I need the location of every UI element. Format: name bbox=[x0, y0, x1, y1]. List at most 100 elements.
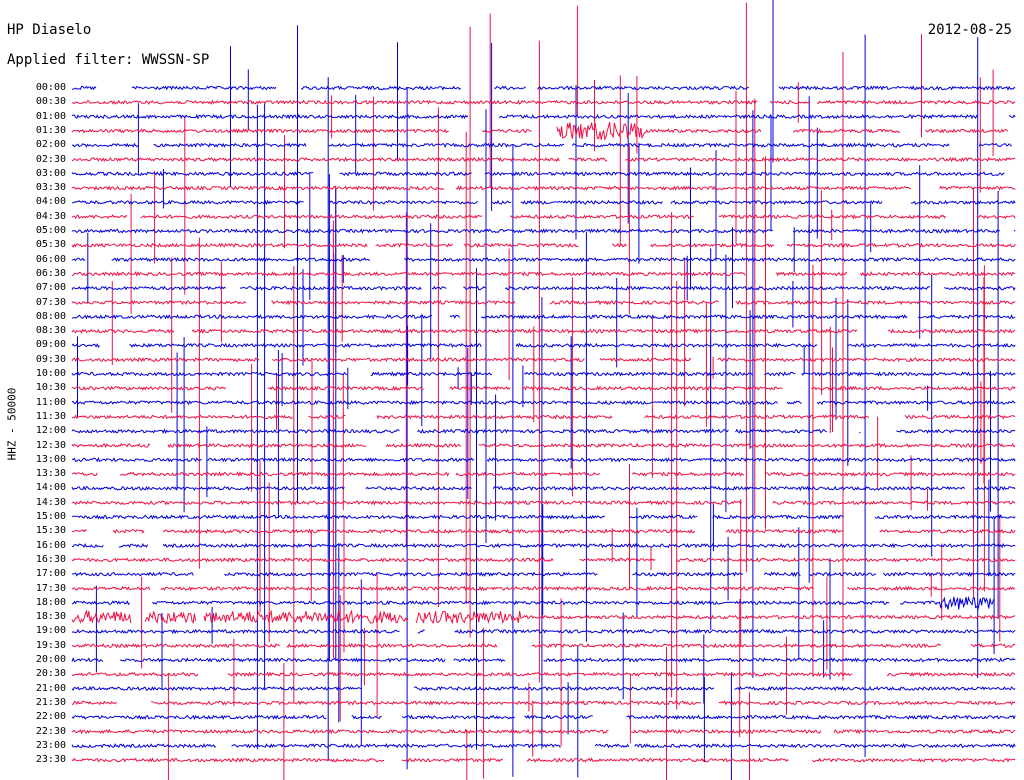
trace-segment bbox=[71, 456, 202, 463]
trace-segment bbox=[300, 85, 462, 91]
time-label: 18:30 bbox=[35, 611, 66, 623]
trace-segment bbox=[167, 442, 367, 449]
trace-segment bbox=[492, 485, 966, 492]
time-label: 17:30 bbox=[35, 582, 66, 594]
trace-segment bbox=[449, 385, 511, 391]
trace-row-0430 bbox=[71, 213, 1016, 220]
trace-segment bbox=[71, 743, 217, 749]
time-label: 01:30 bbox=[35, 124, 66, 136]
trace-segment bbox=[71, 99, 758, 106]
trace-segment bbox=[71, 499, 742, 506]
time-label: 12:30 bbox=[35, 439, 66, 451]
trace-segment bbox=[879, 528, 1016, 534]
trace-segment bbox=[455, 471, 601, 477]
trace-segment bbox=[463, 285, 487, 291]
trace-row-0330 bbox=[71, 185, 1016, 191]
station-name: HP Diaselo bbox=[7, 22, 92, 38]
trace-segment bbox=[71, 156, 560, 163]
trace-segment bbox=[717, 357, 1016, 363]
trace-segment bbox=[792, 228, 1000, 234]
trace-segment bbox=[71, 113, 469, 120]
trace-segment bbox=[628, 514, 698, 520]
time-label: 05:00 bbox=[35, 225, 66, 236]
trace-segment bbox=[375, 242, 453, 248]
trace-segment bbox=[385, 442, 462, 448]
trace-segment bbox=[833, 728, 1016, 735]
trace-row-0130 bbox=[71, 121, 1009, 141]
trace-row-0030 bbox=[71, 99, 1016, 106]
trace-segment bbox=[549, 299, 719, 306]
trace-row-1130 bbox=[71, 414, 1016, 420]
time-label: 14:00 bbox=[35, 482, 66, 494]
trace-segment bbox=[71, 300, 247, 306]
trace-segment bbox=[376, 414, 613, 420]
trace-segment bbox=[484, 171, 1005, 177]
trace-segment bbox=[900, 595, 995, 611]
trace-segment bbox=[71, 228, 774, 234]
trace-segment bbox=[801, 371, 1016, 377]
time-label: 03:00 bbox=[35, 167, 66, 179]
trace-segment bbox=[71, 485, 345, 492]
trace-segment bbox=[792, 128, 901, 134]
trace-segment bbox=[71, 257, 86, 262]
trace-segment bbox=[71, 199, 304, 206]
trace-segment bbox=[71, 285, 226, 291]
trace-segment bbox=[626, 714, 1016, 721]
trace-segment bbox=[811, 385, 1016, 391]
trace-row-0630 bbox=[71, 271, 1016, 277]
time-label: 16:00 bbox=[35, 539, 66, 551]
trace-row-2300 bbox=[71, 743, 1016, 749]
time-label: 19:00 bbox=[35, 625, 66, 637]
trace-segment bbox=[925, 128, 1009, 134]
time-label: 06:30 bbox=[35, 267, 66, 279]
trace-segment bbox=[1008, 114, 1016, 119]
record-date: 2012-08-25 bbox=[927, 22, 1012, 38]
trace-segment bbox=[162, 528, 696, 535]
trace-segment bbox=[111, 256, 370, 263]
trace-row-1530 bbox=[71, 528, 1016, 535]
time-label: 02:30 bbox=[35, 153, 66, 165]
trace-segment bbox=[71, 185, 445, 191]
trace-row-2330 bbox=[71, 757, 1016, 763]
trace-segment bbox=[203, 609, 409, 625]
trace-segment bbox=[775, 271, 848, 277]
trace-row-0200 bbox=[71, 142, 1012, 149]
trace-segment bbox=[286, 642, 498, 649]
trace-segment bbox=[370, 371, 493, 377]
trace-segment bbox=[71, 757, 384, 763]
trace-segment bbox=[71, 442, 151, 449]
time-label: 21:30 bbox=[35, 696, 66, 708]
trace-segment bbox=[351, 715, 382, 720]
trace-segment bbox=[650, 242, 775, 248]
trace-segment bbox=[455, 185, 911, 191]
trace-segment bbox=[417, 629, 425, 634]
time-label: 01:00 bbox=[35, 110, 66, 122]
trace-segment bbox=[978, 142, 1012, 147]
trace-segment bbox=[207, 457, 475, 463]
trace-row-0500 bbox=[71, 228, 1016, 234]
trace-segment bbox=[231, 743, 561, 749]
trace-segment bbox=[772, 500, 1016, 506]
trace-segment bbox=[846, 342, 1016, 349]
trace-segment bbox=[676, 557, 1016, 563]
trace-segment bbox=[144, 611, 197, 625]
trace-segment bbox=[579, 557, 656, 563]
time-label: 22:30 bbox=[35, 725, 66, 737]
trace-row-0900 bbox=[71, 342, 1016, 349]
trace-row-0730 bbox=[71, 299, 1016, 306]
time-label: 09:30 bbox=[35, 353, 66, 365]
trace-segment bbox=[71, 142, 139, 148]
trace-segment bbox=[611, 242, 627, 248]
trace-segment bbox=[811, 757, 1016, 763]
time-label: 07:00 bbox=[35, 282, 66, 294]
time-label: 05:30 bbox=[35, 239, 66, 251]
time-label: 07:30 bbox=[35, 296, 66, 308]
trace-segment bbox=[712, 514, 845, 520]
time-label: 10:30 bbox=[35, 382, 66, 394]
trace-segment bbox=[71, 585, 151, 591]
trace-segment bbox=[224, 571, 598, 577]
trace-segment bbox=[974, 486, 1016, 491]
trace-row-1430 bbox=[71, 499, 1016, 506]
time-label: 10:00 bbox=[35, 368, 66, 379]
time-label: 12:00 bbox=[35, 425, 66, 437]
